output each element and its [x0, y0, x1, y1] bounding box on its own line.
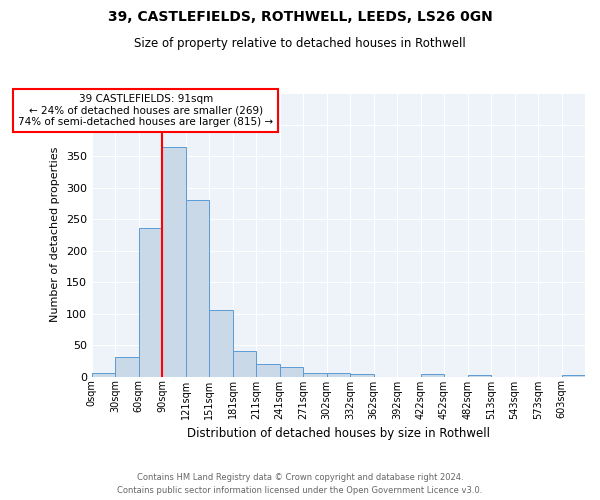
Bar [92, 374, 115, 376]
Bar [139, 228, 162, 376]
Text: 39 CASTLEFIELDS: 91sqm
← 24% of detached houses are smaller (269)
74% of semi-de: 39 CASTLEFIELDS: 91sqm ← 24% of detached… [18, 94, 273, 127]
Bar [256, 364, 280, 376]
Bar [421, 374, 444, 376]
Bar [326, 374, 350, 376]
Bar [185, 200, 209, 376]
Y-axis label: Number of detached properties: Number of detached properties [50, 147, 60, 322]
Text: Contains HM Land Registry data © Crown copyright and database right 2024.
Contai: Contains HM Land Registry data © Crown c… [118, 474, 482, 495]
Bar [280, 367, 303, 376]
Bar [233, 350, 256, 376]
X-axis label: Distribution of detached houses by size in Rothwell: Distribution of detached houses by size … [187, 427, 490, 440]
Bar [350, 374, 374, 376]
Bar [209, 310, 233, 376]
Bar [162, 146, 185, 376]
Text: Size of property relative to detached houses in Rothwell: Size of property relative to detached ho… [134, 38, 466, 51]
Bar [467, 374, 491, 376]
Bar [115, 357, 139, 376]
Text: 39, CASTLEFIELDS, ROTHWELL, LEEDS, LS26 0GN: 39, CASTLEFIELDS, ROTHWELL, LEEDS, LS26 … [107, 10, 493, 24]
Bar [303, 372, 326, 376]
Bar [562, 374, 585, 376]
